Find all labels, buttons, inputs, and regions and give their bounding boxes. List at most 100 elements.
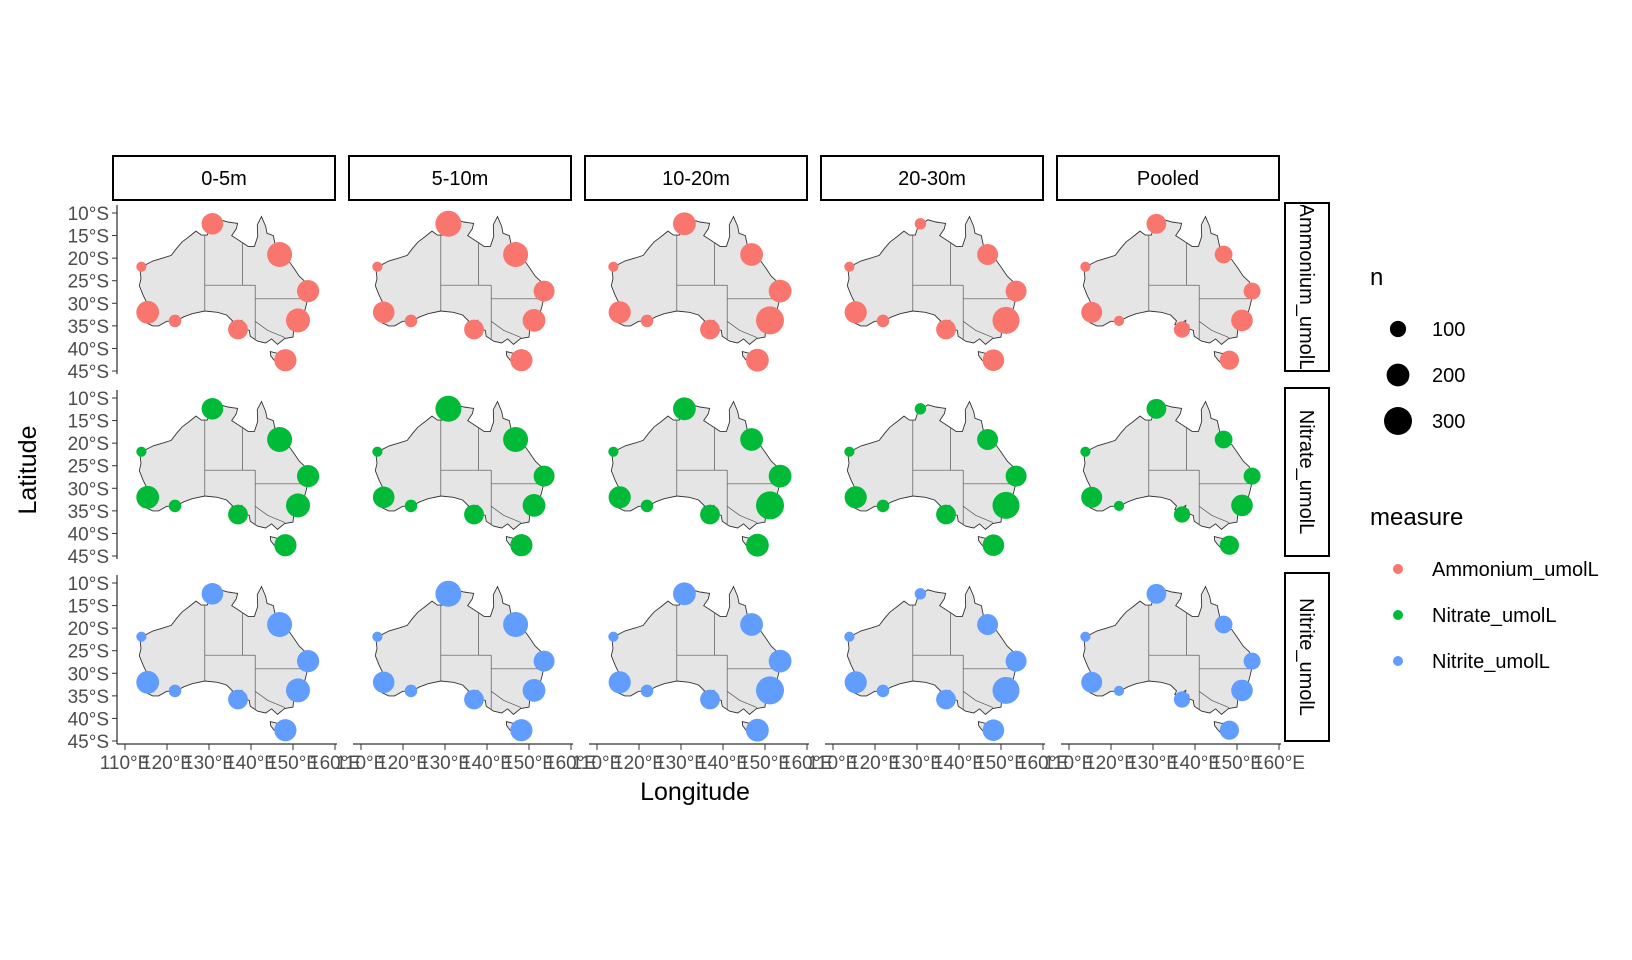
data-point [756, 491, 784, 520]
australia-landmass [374, 215, 545, 345]
data-point [746, 718, 769, 742]
x-tick-label: 150°E [1211, 753, 1263, 774]
data-point [503, 612, 529, 637]
state-border [726, 691, 758, 708]
size-legend-title: n [1370, 264, 1383, 291]
x-tick-label: 130°E [1127, 753, 1179, 774]
australia-landmass [846, 585, 1017, 715]
data-point [1146, 213, 1167, 234]
strip-10-20m: 10-20m [584, 155, 808, 201]
data-point [136, 261, 147, 272]
data-point [1173, 691, 1191, 708]
state-border [254, 506, 286, 523]
data-point [274, 719, 297, 742]
x-tick-label: 160°E [1017, 753, 1069, 774]
data-point [673, 212, 696, 236]
data-point [992, 491, 1020, 519]
state-border [962, 321, 994, 338]
y-tick-label: 25°S [68, 642, 109, 663]
panel-20-30m-Ammonium_umolL [844, 215, 1027, 372]
data-point [267, 612, 293, 637]
data-point [844, 486, 867, 509]
data-point [1005, 465, 1027, 487]
x-tick-label: 110°E [808, 753, 859, 774]
y-tick-label: 15°S [68, 412, 109, 433]
data-point [1081, 671, 1103, 693]
x-tick-label: 110°E [572, 753, 623, 774]
x-tick-label: 140°E [461, 753, 513, 774]
x-tick-label: 160°E [781, 753, 833, 774]
data-point [267, 427, 293, 452]
data-point [372, 446, 383, 457]
x-tick-label: 120°E [1085, 753, 1137, 774]
state-border [1198, 321, 1230, 338]
strip-Pooled: Pooled [1056, 155, 1280, 201]
data-point [1005, 280, 1027, 302]
y-tick-label: 25°S [68, 272, 109, 293]
australia-landmass [846, 400, 1017, 530]
data-point [297, 280, 320, 303]
data-point [286, 493, 310, 518]
data-point [136, 300, 160, 324]
data-point [404, 499, 418, 513]
data-point [768, 464, 792, 488]
color-legend-title: measure [1370, 504, 1463, 531]
australia-landmass [138, 215, 309, 345]
y-tick-label: 45°S [68, 732, 109, 753]
data-point [608, 631, 619, 642]
data-point [510, 719, 533, 742]
panel-Pooled-Nitrite_umolL [1080, 583, 1261, 740]
x-tick-label: 120°E [377, 753, 429, 774]
size-legend-items: 100 200 300 [1384, 319, 1465, 435]
data-point [740, 243, 763, 266]
data-point [608, 301, 631, 324]
data-point [286, 678, 310, 703]
y-tick-label: 25°S [68, 457, 109, 478]
data-point [201, 398, 224, 420]
data-point [503, 427, 529, 452]
data-point [844, 631, 855, 642]
panel-0-5m-Nitrite_umolL [136, 583, 320, 742]
size-legend-label: 200 [1432, 365, 1465, 387]
data-point [768, 649, 792, 673]
data-point [1146, 398, 1167, 419]
x-tick-label: 150°E [267, 753, 319, 774]
data-point [533, 280, 555, 302]
australia-landmass [374, 585, 545, 715]
x-tick-label: 160°E [309, 753, 361, 774]
panel-5-10m-Nitrite_umolL [372, 580, 555, 742]
strip-label: Nitrate_umolL [1295, 410, 1317, 535]
data-point [977, 244, 999, 265]
data-point [608, 671, 631, 694]
panel-10-20m-Ammonium_umolL [608, 212, 792, 372]
size-legend-key [1389, 320, 1407, 338]
data-point [876, 684, 890, 698]
x-tick-label: 140°E [1169, 753, 1221, 774]
y-tick-label: 35°S [68, 317, 109, 338]
data-point [768, 279, 792, 303]
strip-5-10m: 5-10m [348, 155, 572, 201]
state-border [490, 321, 522, 338]
data-point [1173, 506, 1191, 523]
australia-landmass [610, 585, 781, 715]
data-point [756, 676, 784, 705]
data-point [372, 671, 395, 694]
data-point [228, 689, 248, 710]
data-point [435, 580, 462, 607]
strip-label: Pooled [1137, 168, 1199, 190]
data-point [228, 319, 248, 340]
x-tick-label: 110°E [336, 753, 387, 774]
data-point [1243, 467, 1261, 485]
strip-label: Ammonium_umolL [1295, 204, 1317, 371]
data-point [522, 679, 546, 702]
data-point [1113, 315, 1125, 326]
data-point [404, 314, 418, 328]
australia-landmass [374, 400, 545, 530]
data-point [1081, 301, 1103, 323]
data-point [608, 486, 631, 509]
data-point [1219, 350, 1239, 370]
data-point [372, 631, 383, 642]
data-point [844, 446, 855, 457]
data-point [510, 534, 533, 557]
